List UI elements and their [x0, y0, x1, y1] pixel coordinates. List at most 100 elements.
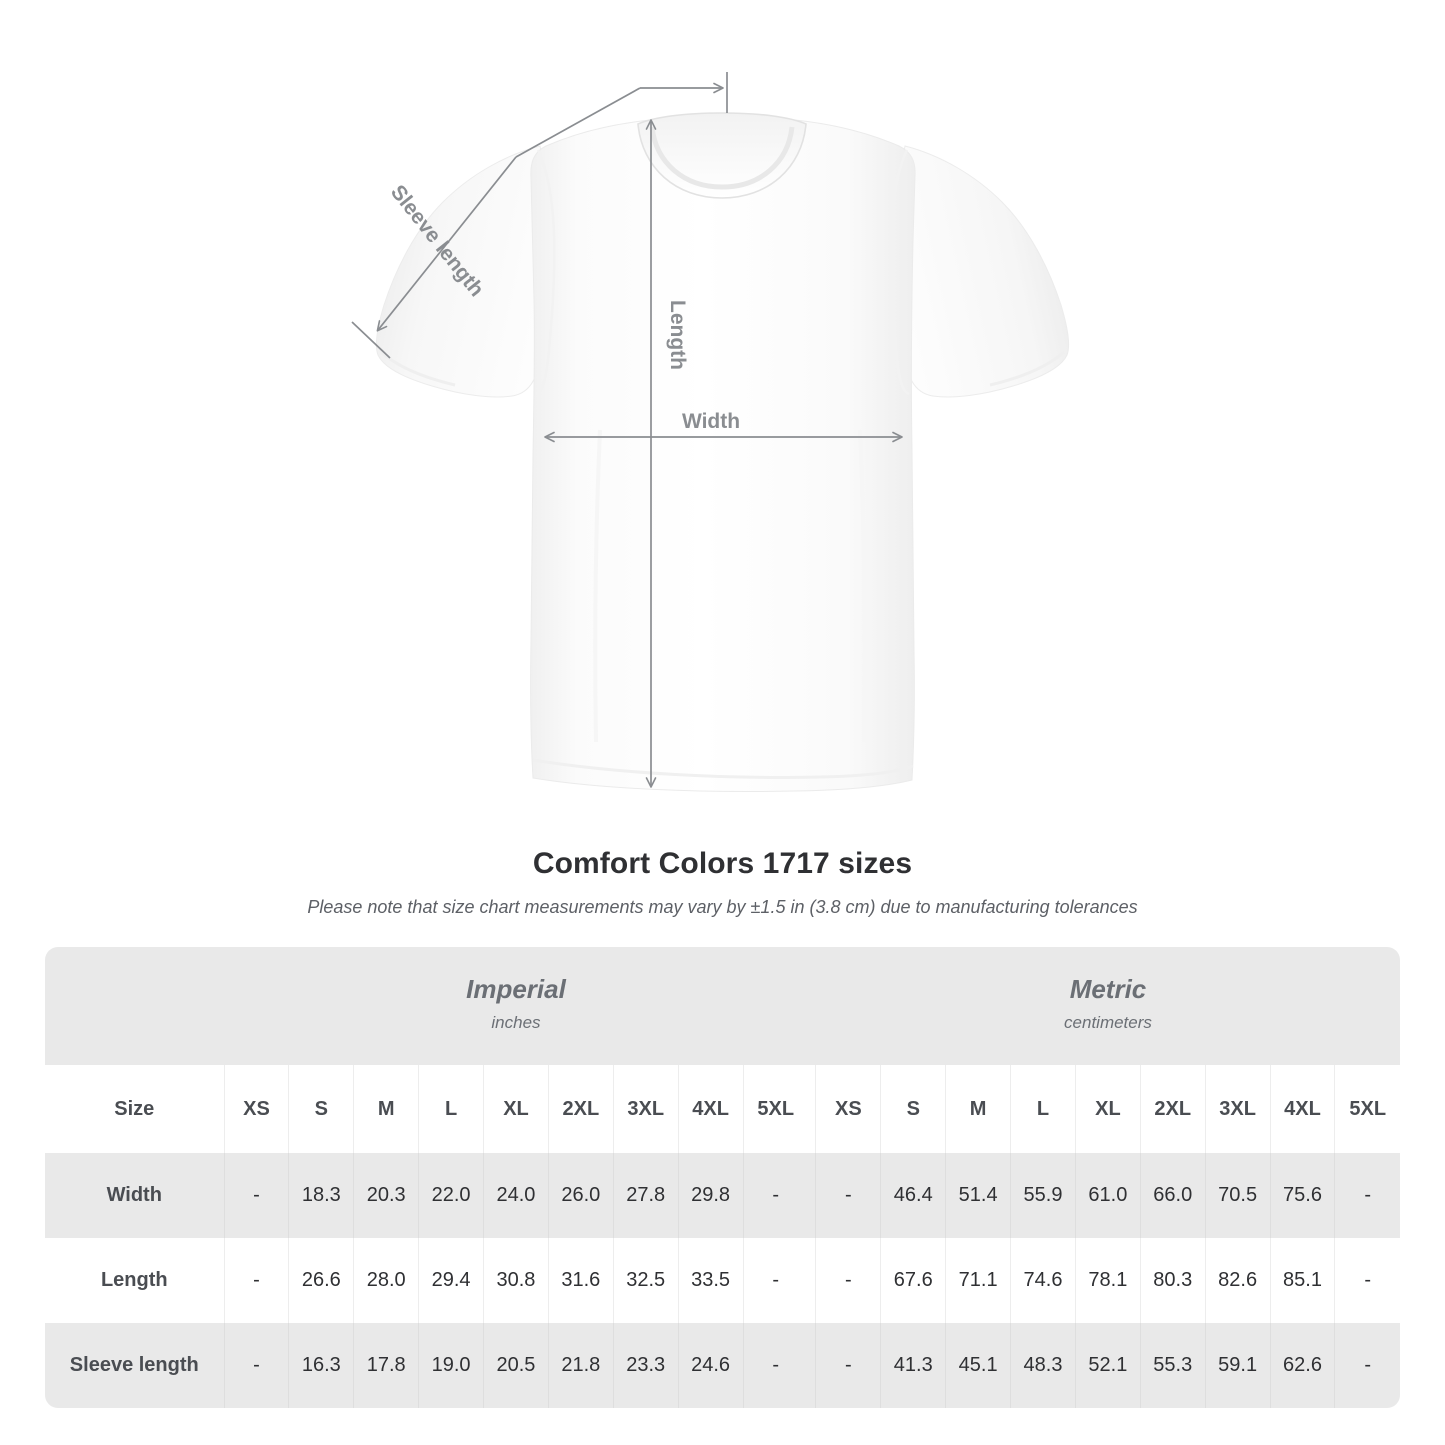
- cell: 62.6: [1269, 1323, 1335, 1408]
- system-name-metric: Metric: [1069, 974, 1147, 1005]
- unit-system-row: Imperial inches Metric centimeters: [45, 947, 1400, 1065]
- cell: 61.0: [1074, 1153, 1141, 1238]
- cell: 70.5: [1204, 1153, 1271, 1238]
- cell: -: [815, 1238, 881, 1323]
- cell: 29.8: [677, 1153, 744, 1238]
- cell: 66.0: [1139, 1153, 1206, 1238]
- cell: -: [1334, 1238, 1400, 1323]
- length-label: Length: [666, 300, 689, 370]
- system-cell-metric: Metric centimeters: [816, 947, 1400, 1065]
- cell: 67.6: [880, 1238, 946, 1323]
- title-block: Comfort Colors 1717 sizes Please note th…: [0, 845, 1445, 919]
- size-header-metric-xs: XS: [815, 1065, 881, 1153]
- cell: 18.3: [288, 1153, 354, 1238]
- cell: -: [1334, 1153, 1400, 1238]
- size-chart-table-wrapper: Imperial inches Metric centimeters Size …: [45, 947, 1400, 1408]
- cell: 32.5: [612, 1238, 679, 1323]
- cell: 22.0: [418, 1153, 484, 1238]
- tolerance-note: Please note that size chart measurements…: [307, 896, 1138, 917]
- cell: 17.8: [353, 1323, 419, 1408]
- cell: 16.3: [288, 1323, 354, 1408]
- size-header-metric-s: S: [880, 1065, 946, 1153]
- size-header-imperial-xl: XL: [483, 1065, 549, 1153]
- cell: 21.8: [547, 1323, 614, 1408]
- cell: 75.6: [1269, 1153, 1335, 1238]
- system-name-imperial: Imperial: [466, 974, 566, 1005]
- size-chart-table: Imperial inches Metric centimeters Size …: [45, 947, 1400, 1408]
- cell: 26.0: [547, 1153, 614, 1238]
- measure-label-length: Length: [100, 1269, 168, 1291]
- size-header-label: Size: [114, 1097, 155, 1120]
- table-row: Sleeve length - 16.3 17.8 19.0 20.5 21.8…: [45, 1323, 1400, 1408]
- cell: -: [815, 1323, 881, 1408]
- header-gap: [808, 1065, 816, 1153]
- measure-label-sleeve-length: Sleeve length: [69, 1354, 199, 1376]
- size-header-metric-4xl: 4XL: [1269, 1065, 1335, 1153]
- size-header-imperial-5xl: 5XL: [742, 1065, 808, 1153]
- cell: 78.1: [1074, 1238, 1141, 1323]
- cell: 82.6: [1204, 1238, 1271, 1323]
- cell: 20.3: [353, 1153, 419, 1238]
- cell: -: [815, 1153, 881, 1238]
- cell: 45.1: [945, 1323, 1011, 1408]
- cell: 71.1: [945, 1238, 1011, 1323]
- size-header-metric-m: M: [945, 1065, 1011, 1153]
- size-header-metric-5xl: 5XL: [1334, 1065, 1400, 1153]
- size-header-imperial-m: M: [353, 1065, 419, 1153]
- cell: 27.8: [612, 1153, 679, 1238]
- cell: 26.6: [288, 1238, 354, 1323]
- cell: -: [742, 1238, 808, 1323]
- row-gap: [808, 1238, 816, 1323]
- system-unit-metric: centimeters: [1064, 1013, 1152, 1033]
- cell: 29.4: [418, 1238, 484, 1323]
- system-cell-imperial: Imperial inches: [224, 947, 808, 1065]
- cell: 46.4: [880, 1153, 946, 1238]
- table-row: Length - 26.6 28.0 29.4 30.8 31.6 32.5 3…: [45, 1238, 1400, 1323]
- cell: -: [1334, 1323, 1400, 1408]
- row-gap: [808, 1153, 816, 1238]
- cell: 85.1: [1269, 1238, 1335, 1323]
- width-label: Width: [682, 410, 740, 433]
- cell: 23.3: [612, 1323, 679, 1408]
- measure-label-width: Width: [106, 1184, 162, 1206]
- size-header-imperial-2xl: 2XL: [547, 1065, 614, 1153]
- tshirt-illustration: [375, 112, 1070, 792]
- cell: 24.0: [483, 1153, 549, 1238]
- size-header-metric-2xl: 2XL: [1139, 1065, 1206, 1153]
- system-unit-imperial: inches: [491, 1013, 541, 1033]
- cell: 31.6: [547, 1238, 614, 1323]
- cell: -: [223, 1238, 289, 1323]
- size-header-imperial-s: S: [288, 1065, 354, 1153]
- table-row: Width - 18.3 20.3 22.0 24.0 26.0 27.8 29…: [45, 1153, 1400, 1238]
- cell: 48.3: [1010, 1323, 1076, 1408]
- system-gap: [808, 947, 816, 1065]
- cell: 24.6: [677, 1323, 744, 1408]
- size-header-row: Size XS S M L XL 2XL 3XL 4XL 5XL XS S M …: [45, 1065, 1400, 1153]
- page-title: Comfort Colors 1717 sizes: [532, 847, 913, 880]
- size-header-imperial-4xl: 4XL: [677, 1065, 744, 1153]
- size-header-imperial-xs: XS: [223, 1065, 289, 1153]
- cell: 51.4: [945, 1153, 1011, 1238]
- cell: 74.6: [1010, 1238, 1076, 1323]
- measurement-annotations: [351, 72, 903, 788]
- system-row-spacer: [45, 947, 224, 1065]
- cell: 28.0: [353, 1238, 419, 1323]
- cell: 33.5: [677, 1238, 744, 1323]
- size-header-metric-xl: XL: [1074, 1065, 1141, 1153]
- cell: 80.3: [1139, 1238, 1206, 1323]
- tshirt-measurement-diagram: Sleeve length Length Width: [351, 72, 1070, 792]
- cell: 52.1: [1074, 1323, 1141, 1408]
- sleeve-leader-line: [515, 72, 728, 158]
- cell: 59.1: [1204, 1323, 1271, 1408]
- cell: 30.8: [483, 1238, 549, 1323]
- row-gap: [808, 1323, 816, 1408]
- cell: 19.0: [418, 1323, 484, 1408]
- cell: -: [742, 1153, 808, 1238]
- cell: -: [742, 1323, 808, 1408]
- cell: -: [223, 1153, 289, 1238]
- cell: 55.9: [1010, 1153, 1076, 1238]
- size-header-imperial-l: L: [418, 1065, 484, 1153]
- sleeve-length-arrow: [351, 156, 517, 359]
- cell: -: [223, 1323, 289, 1408]
